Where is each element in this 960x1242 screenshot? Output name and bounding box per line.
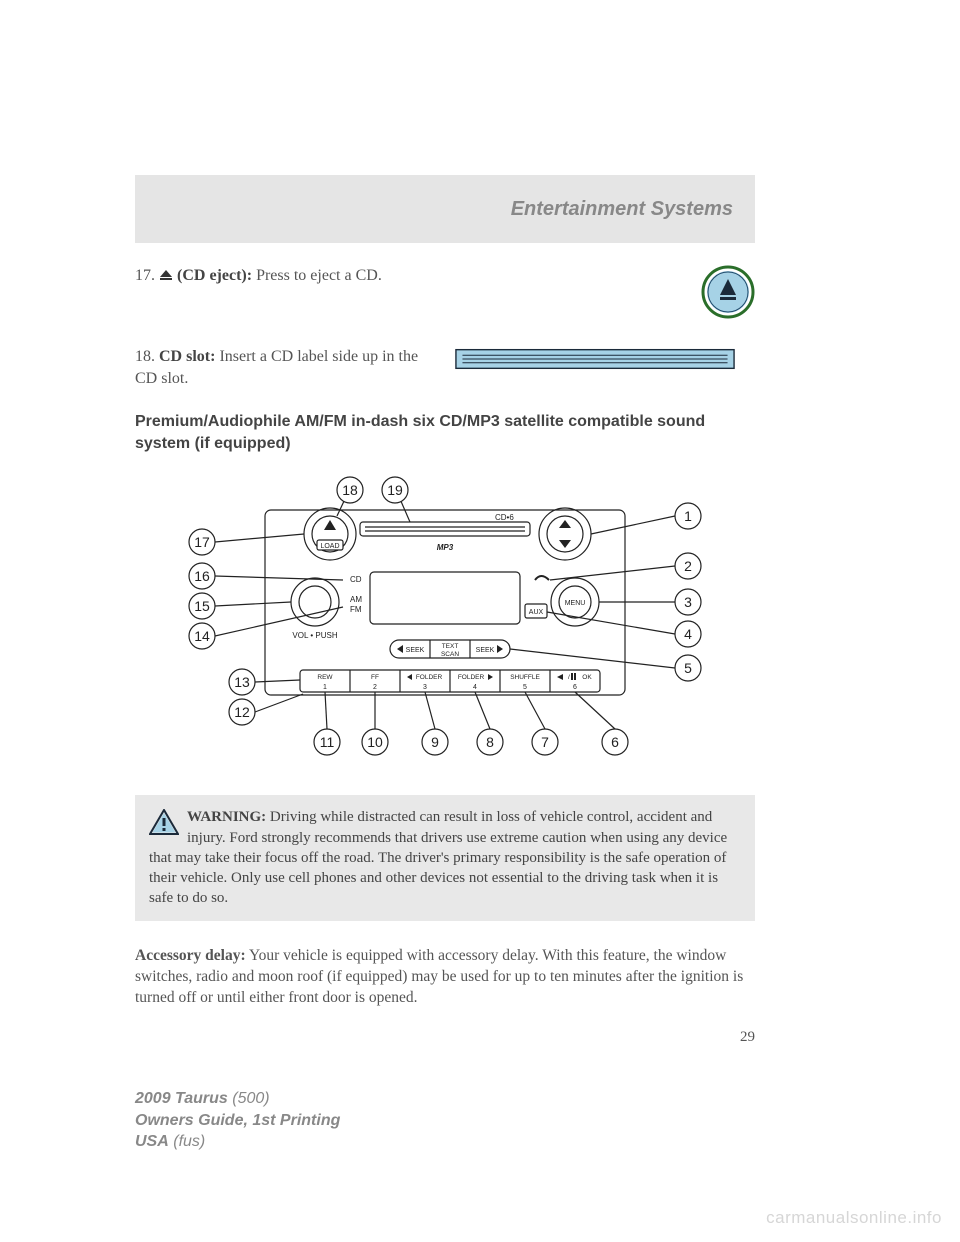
svg-text:18: 18 <box>342 482 358 498</box>
svg-text:9: 9 <box>431 734 439 750</box>
callout-8: 8 <box>475 692 503 755</box>
cd-slot-icon <box>455 348 735 370</box>
svg-text:4: 4 <box>684 626 692 642</box>
preset-3: 3 <box>423 684 427 691</box>
callout-1: 1 <box>591 503 701 534</box>
svg-text:3: 3 <box>684 594 692 610</box>
callout-11: 11 <box>314 692 340 755</box>
item-18-figure <box>455 346 735 375</box>
volpush-label: VOL • PUSH <box>292 631 337 640</box>
callout-7: 7 <box>525 692 558 755</box>
accessory-paragraph: Accessory delay: Your vehicle is equippe… <box>135 945 755 1009</box>
svg-text:5: 5 <box>684 660 692 676</box>
svg-text:/: / <box>568 674 570 681</box>
svg-text:15: 15 <box>194 598 210 614</box>
callout-10: 10 <box>362 692 388 755</box>
svg-text:7: 7 <box>541 734 549 750</box>
callout-3: 3 <box>599 589 701 615</box>
accessory-heading: Accessory delay: <box>135 947 246 964</box>
ok-label: OK <box>582 674 592 681</box>
footer-line-1: 2009 Taurus (500) <box>135 1088 340 1110</box>
svg-text:1: 1 <box>684 508 692 524</box>
item-17-bold: (CD eject): <box>177 267 252 284</box>
item-18-bold: CD slot: <box>159 348 215 365</box>
warning-heading: WARNING: <box>187 809 266 825</box>
warning-triangle-icon <box>149 809 179 835</box>
brand-label: CD•6 <box>495 513 514 522</box>
page-content: Entertainment Systems 17. (CD eject): Pr… <box>135 175 755 1046</box>
cd-label: CD <box>350 575 362 584</box>
section-header-bar: Entertainment Systems <box>135 175 755 243</box>
am-label: AM <box>350 595 362 604</box>
callout-19: 19 <box>382 477 410 522</box>
callout-12: 12 <box>229 694 303 725</box>
svg-text:2: 2 <box>684 558 692 574</box>
item-17-text: 17. (CD eject): Press to eject a CD. <box>135 265 671 287</box>
shuffle-label: SHUFFLE <box>510 674 540 681</box>
item-18-row: 18. CD slot: Insert a CD label side up i… <box>135 346 755 389</box>
seek-right-label: SEEK <box>476 647 495 654</box>
svg-text:10: 10 <box>367 734 383 750</box>
radio-diagram: CD•6 MP3 LOAD CD AM FM <box>185 472 705 767</box>
menu-label: MENU <box>565 600 586 607</box>
preset-5: 5 <box>523 684 527 691</box>
svg-text:17: 17 <box>194 534 210 550</box>
item-17-row: 17. (CD eject): Press to eject a CD. <box>135 265 755 324</box>
rew-label: REW <box>317 674 333 681</box>
preset-2: 2 <box>373 684 377 691</box>
svg-text:12: 12 <box>234 704 250 720</box>
text-label: TEXT <box>442 643 459 650</box>
load-label: LOAD <box>320 543 339 550</box>
eject-button-icon <box>701 265 755 319</box>
footer-model: 2009 Taurus <box>135 1090 228 1107</box>
preset-1: 1 <box>323 684 327 691</box>
section-header-title: Entertainment Systems <box>511 198 733 221</box>
section-heading: Premium/Audiophile AM/FM in-dash six CD/… <box>135 411 755 454</box>
svg-text:8: 8 <box>486 734 494 750</box>
fm-label: FM <box>350 605 362 614</box>
seek-left-label: SEEK <box>406 647 425 654</box>
item-18-text: 18. CD slot: Insert a CD label side up i… <box>135 346 425 389</box>
item-17-rest: Press to eject a CD. <box>256 267 382 284</box>
item-17-figure <box>701 265 755 324</box>
folder-left-label: FOLDER <box>416 674 443 681</box>
preset-4: 4 <box>473 684 477 691</box>
footer-region: USA <box>135 1133 169 1150</box>
warning-box: WARNING: Driving while distracted can re… <box>135 795 755 920</box>
svg-text:6: 6 <box>611 734 619 750</box>
aux-label: AUX <box>529 609 544 616</box>
callout-6: 6 <box>575 692 628 755</box>
radio-diagram-svg: CD•6 MP3 LOAD CD AM FM <box>185 472 705 762</box>
mp3-label: MP3 <box>437 543 454 552</box>
svg-text:16: 16 <box>194 568 210 584</box>
eject-glyph-icon <box>159 269 173 281</box>
footer-line-3: USA (fus) <box>135 1131 340 1153</box>
footer: 2009 Taurus (500) Owners Guide, 1st Prin… <box>135 1088 340 1153</box>
page-number: 29 <box>135 1029 755 1046</box>
svg-text:13: 13 <box>234 674 250 690</box>
callout-16: 16 <box>189 563 343 589</box>
folder-right-label: FOLDER <box>458 674 485 681</box>
svg-text:11: 11 <box>320 734 335 750</box>
footer-region-code: (fus) <box>173 1133 205 1150</box>
footer-line-2: Owners Guide, 1st Printing <box>135 1110 340 1132</box>
watermark: carmanualsonline.info <box>766 1208 942 1228</box>
svg-text:19: 19 <box>387 482 403 498</box>
footer-code: (500) <box>232 1090 269 1107</box>
callout-15: 15 <box>189 593 291 619</box>
ff-label: FF <box>371 674 379 681</box>
item-18-number: 18. <box>135 348 155 365</box>
preset-6: 6 <box>573 684 577 691</box>
callout-17: 17 <box>189 529 304 555</box>
scan-label: SCAN <box>441 651 459 658</box>
item-17-number: 17. <box>135 267 155 284</box>
callout-9: 9 <box>422 692 448 755</box>
svg-text:14: 14 <box>194 628 210 644</box>
